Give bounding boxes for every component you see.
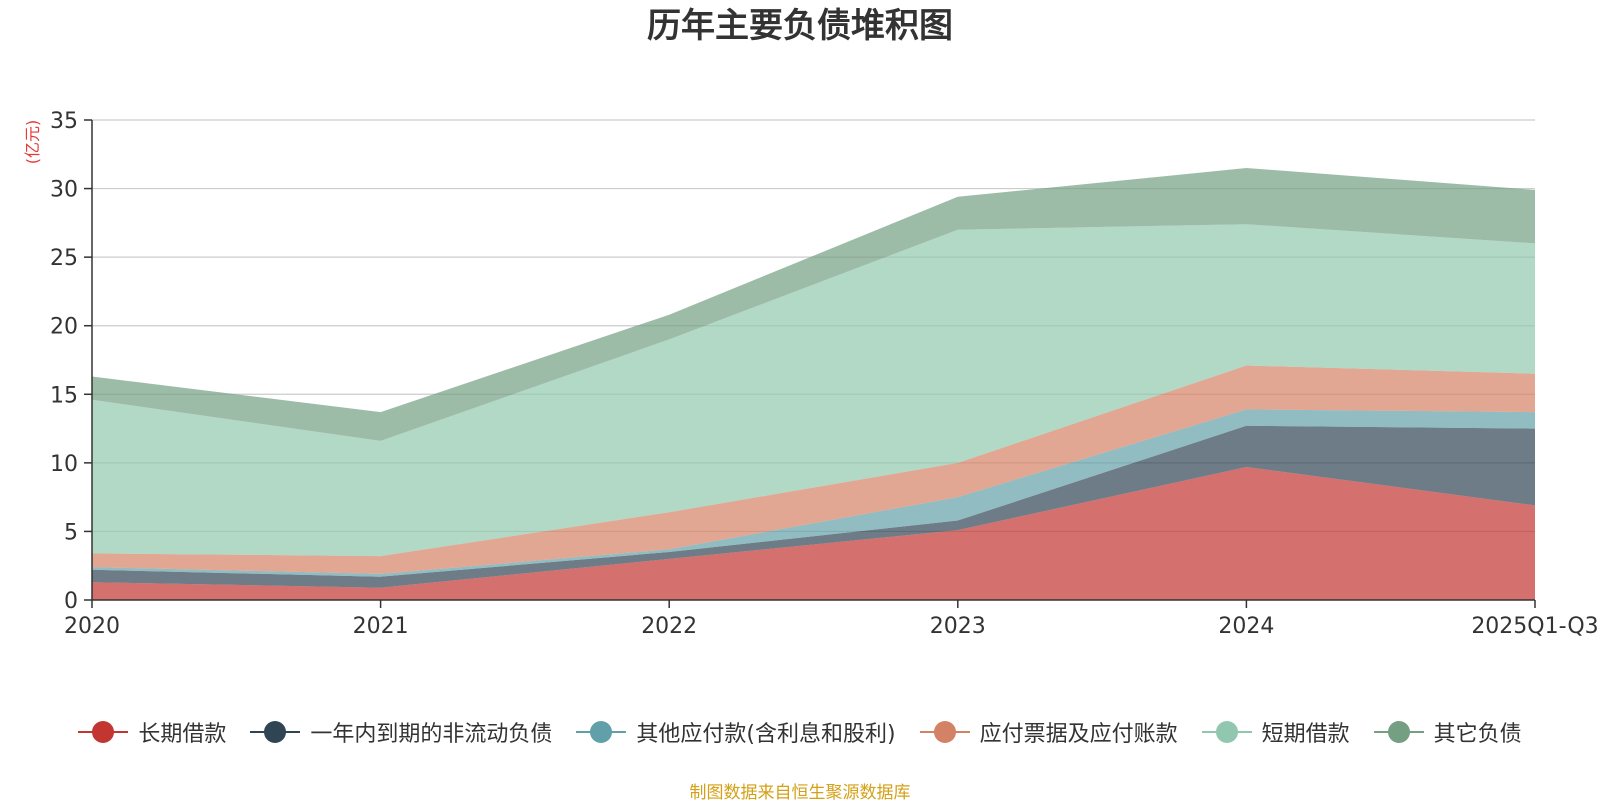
legend-marker-icon xyxy=(1373,720,1424,744)
area-series xyxy=(92,168,1535,600)
y-ticks: 0 5 10 15 20 25 30 35 xyxy=(50,109,92,614)
legend-item-4[interactable]: 短期借款 xyxy=(1201,716,1350,748)
legend: 长期借款 一年内到期的非流动负债 其他应付款(含利息和股利) 应付票据及应付账款 短期借… xyxy=(0,712,1600,752)
y-tick-label-5: 5 xyxy=(64,520,78,545)
area-series-5 xyxy=(92,168,1535,441)
y-tick-label-35: 35 xyxy=(50,109,78,134)
legend-marker-icon xyxy=(576,720,627,744)
legend-label: 其它负债 xyxy=(1433,722,1522,747)
x-tick-label-1: 2021 xyxy=(353,614,409,639)
legend-marker-icon xyxy=(250,720,301,744)
legend-item-0[interactable]: 长期借款 xyxy=(78,716,226,748)
area-series-4 xyxy=(92,224,1535,557)
x-tick-label-4: 2024 xyxy=(1218,614,1274,639)
source-note: 制图数据来自恒生聚源数据库 xyxy=(689,783,911,803)
x-tick-label-2: 2022 xyxy=(641,614,697,639)
axes xyxy=(91,120,1535,601)
legend-label: 长期借款 xyxy=(138,722,227,747)
legend-label: 应付票据及应付账款 xyxy=(979,722,1178,747)
legend-label: 其他应付款(含利息和股利) xyxy=(636,722,896,747)
y-unit-label: (亿元) xyxy=(23,120,42,165)
x-tick-label-5: 2025Q1-Q3 xyxy=(1471,614,1598,639)
y-tick-label-30: 30 xyxy=(50,178,78,203)
legend-item-1[interactable]: 一年内到期的非流动负债 xyxy=(250,716,552,748)
y-tick-label-10: 10 xyxy=(50,452,78,477)
legend-marker-icon xyxy=(1201,720,1252,744)
y-tick-label-0: 0 xyxy=(64,589,78,614)
legend-label: 短期借款 xyxy=(1261,722,1350,747)
x-tick-label-0: 2020 xyxy=(64,614,120,639)
legend-item-5[interactable]: 其它负债 xyxy=(1373,716,1522,748)
legend-label: 一年内到期的非流动负债 xyxy=(310,722,553,747)
y-tick-label-20: 20 xyxy=(50,315,78,340)
area-series-1 xyxy=(92,425,1535,588)
area-series-2 xyxy=(92,409,1535,577)
x-ticks: 2020 2021 2022 2023 2024 2025Q1-Q3 xyxy=(64,600,1599,639)
legend-item-3[interactable]: 应付票据及应付账款 xyxy=(919,716,1178,748)
legend-marker-icon xyxy=(78,720,129,744)
x-tick-label-3: 2023 xyxy=(930,614,986,639)
chart-title: 历年主要负债堆积图 xyxy=(647,6,953,46)
area-series-3 xyxy=(92,365,1535,574)
y-tick-label-15: 15 xyxy=(50,383,78,408)
legend-item-2[interactable]: 其他应付款(含利息和股利) xyxy=(576,716,896,748)
area-series-0 xyxy=(92,467,1535,600)
y-tick-label-25: 25 xyxy=(50,246,78,271)
legend-marker-icon xyxy=(919,720,970,744)
